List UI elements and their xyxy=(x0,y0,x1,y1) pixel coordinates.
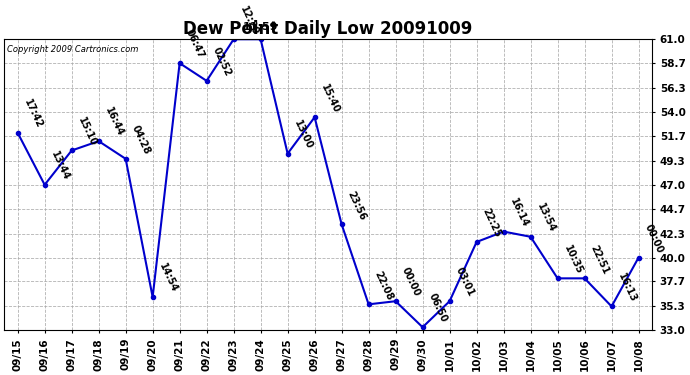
Text: 12:20: 12:20 xyxy=(238,4,260,36)
Text: 16:14: 16:14 xyxy=(508,196,530,229)
Text: 10:35: 10:35 xyxy=(562,243,584,276)
Text: Copyright 2009 Cartronics.com: Copyright 2009 Cartronics.com xyxy=(8,45,139,54)
Title: Dew Point Daily Low 20091009: Dew Point Daily Low 20091009 xyxy=(184,20,473,38)
Text: 16:13: 16:13 xyxy=(615,271,638,304)
Text: 11:59: 11:59 xyxy=(243,22,278,32)
Text: 03:01: 03:01 xyxy=(454,266,476,298)
Text: 22:08: 22:08 xyxy=(373,269,395,302)
Text: 02:52: 02:52 xyxy=(211,46,233,78)
Text: 00:00: 00:00 xyxy=(400,266,422,298)
Text: 22:25: 22:25 xyxy=(481,207,503,239)
Text: 04:28: 04:28 xyxy=(130,124,152,156)
Text: 13:54: 13:54 xyxy=(535,202,557,234)
Text: 14:54: 14:54 xyxy=(157,262,179,294)
Text: 17:42: 17:42 xyxy=(22,98,44,130)
Text: 00:00: 00:00 xyxy=(643,222,665,255)
Text: 06:50: 06:50 xyxy=(427,292,449,324)
Text: 16:44: 16:44 xyxy=(103,106,125,138)
Text: 23:56: 23:56 xyxy=(346,189,368,222)
Text: 13:00: 13:00 xyxy=(292,118,314,151)
Text: 13:44: 13:44 xyxy=(49,150,71,182)
Text: 15:10: 15:10 xyxy=(76,116,98,148)
Text: 22:51: 22:51 xyxy=(589,243,611,276)
Text: 06:47: 06:47 xyxy=(184,28,206,60)
Text: 15:40: 15:40 xyxy=(319,82,341,114)
